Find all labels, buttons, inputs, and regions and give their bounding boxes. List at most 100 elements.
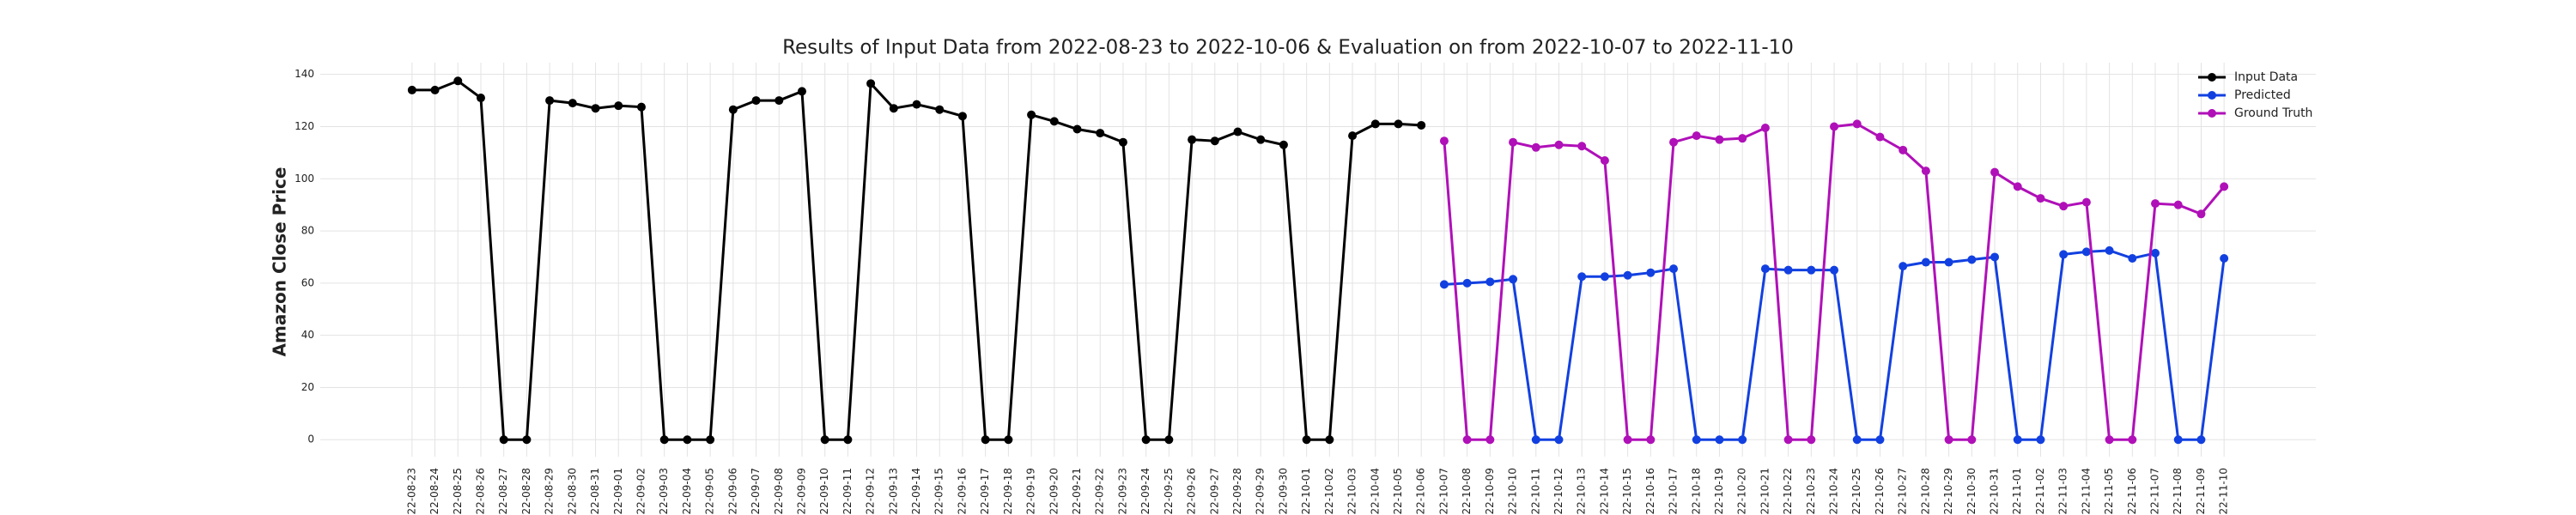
data-point [1370, 119, 1380, 129]
data-point [1027, 110, 1036, 119]
data-point [1715, 135, 1724, 144]
data-point [1623, 435, 1632, 445]
data-point [1783, 265, 1793, 275]
legend-marker [2208, 91, 2216, 100]
x-tick-label: 2022-10-21 [1759, 468, 1771, 515]
data-point [1531, 435, 1540, 445]
x-tick-label: 2022-09-17 [979, 468, 991, 515]
data-point [2196, 209, 2206, 219]
x-tick-label: 2022-08-25 [452, 468, 464, 515]
data-point [1049, 117, 1059, 126]
data-point [1485, 435, 1495, 445]
x-tick-label: 2022-11-06 [2126, 468, 2138, 515]
data-point [1577, 142, 1587, 151]
chart-title: Results of Input Data from 2022-08-23 to… [782, 37, 1794, 59]
data-point [1875, 435, 1885, 445]
y-axis-label: Amazon Close Price [270, 167, 290, 357]
data-point [728, 105, 738, 114]
data-point [1921, 258, 1930, 267]
data-point [2059, 250, 2069, 259]
x-tick-label: 2022-10-09 [1484, 468, 1496, 515]
legend-marker [2208, 73, 2216, 82]
data-point [1967, 255, 1977, 264]
x-tick-label: 2022-10-18 [1690, 468, 1702, 515]
data-point [935, 105, 945, 114]
data-point [453, 76, 463, 86]
x-tick-label: 2022-09-04 [681, 468, 693, 515]
x-tick-label: 2022-09-24 [1139, 468, 1151, 515]
x-tick-label: 2022-09-13 [887, 468, 899, 515]
x-tick-label: 2022-11-03 [2057, 468, 2069, 515]
x-tick-label: 2022-10-07 [1437, 468, 1449, 515]
data-point [2173, 435, 2183, 445]
data-point [1233, 127, 1242, 136]
data-point [1623, 270, 1632, 280]
x-tick-label: 2022-09-16 [956, 468, 968, 515]
data-point [797, 87, 806, 96]
x-tick-label: 2022-11-08 [2172, 468, 2184, 515]
data-point [2105, 435, 2114, 445]
data-point [1738, 435, 1747, 445]
x-tick-label: 2022-10-01 [1300, 468, 1312, 515]
data-point [1807, 435, 1816, 445]
x-tick-label: 2022-08-26 [474, 468, 486, 515]
data-point [1852, 435, 1862, 445]
x-tick-label: 2022-10-28 [1919, 468, 1931, 515]
data-point [2059, 202, 2069, 211]
x-tick-label: 2022-10-23 [1805, 468, 1817, 515]
x-tick-label: 2022-09-11 [841, 468, 854, 515]
data-point [1256, 135, 1266, 144]
legend-label: Input Data [2234, 70, 2298, 84]
data-point [2105, 245, 2114, 255]
x-tick-label: 2022-10-08 [1461, 468, 1473, 515]
y-tick-label: 80 [301, 225, 314, 237]
data-point [1554, 435, 1564, 445]
data-point [1417, 120, 1426, 130]
x-tick-label: 2022-11-09 [2195, 468, 2207, 515]
x-tick-label: 2022-11-01 [2011, 468, 2023, 515]
x-tick-label: 2022-09-26 [1186, 468, 1198, 515]
x-tick-label: 2022-09-20 [1048, 468, 1060, 515]
data-point [1394, 119, 1403, 129]
x-tick-label: 2022-08-24 [428, 468, 440, 515]
data-point [1439, 136, 1449, 146]
data-point [1439, 280, 1449, 289]
data-point [1531, 142, 1540, 152]
legend-label: Predicted [2234, 88, 2291, 102]
data-point [1554, 140, 1564, 149]
data-point [1967, 435, 1977, 445]
x-tick-label: 2022-10-03 [1346, 468, 1358, 515]
data-point [1899, 262, 1908, 271]
x-tick-label: 2022-10-29 [1942, 468, 1954, 515]
x-tick-label: 2022-10-05 [1392, 468, 1404, 515]
x-tick-label: 2022-08-30 [566, 468, 578, 515]
data-point [636, 102, 646, 112]
legend-marker [2208, 109, 2216, 118]
x-tick-label: 2022-08-27 [497, 468, 509, 515]
x-tick-label: 2022-11-04 [2080, 468, 2092, 515]
data-point [1830, 122, 1839, 131]
x-tick-label: 2022-09-08 [773, 468, 785, 515]
data-point [2196, 435, 2206, 445]
data-point [820, 435, 829, 445]
data-point [1600, 272, 1609, 282]
data-point [1118, 137, 1127, 147]
y-tick-label: 140 [295, 68, 314, 80]
x-tick-label: 2022-10-15 [1621, 468, 1633, 515]
data-point [476, 94, 485, 103]
x-tick-label: 2022-10-10 [1507, 468, 1519, 515]
data-point [407, 85, 416, 94]
data-point [1899, 145, 1908, 154]
y-tick-label: 120 [295, 120, 314, 132]
y-tick-label: 20 [301, 381, 314, 393]
x-tick-label: 2022-10-04 [1369, 468, 1381, 515]
data-point [1669, 137, 1679, 147]
data-point [957, 112, 967, 121]
data-point [1188, 135, 1197, 144]
x-tick-label: 2022-09-07 [750, 468, 762, 515]
data-point [1004, 435, 1013, 445]
y-tick-label: 100 [295, 173, 314, 185]
x-tick-label: 2022-10-06 [1415, 468, 1427, 515]
data-point [1646, 435, 1656, 445]
x-tick-label: 2022-09-19 [1025, 468, 1037, 515]
